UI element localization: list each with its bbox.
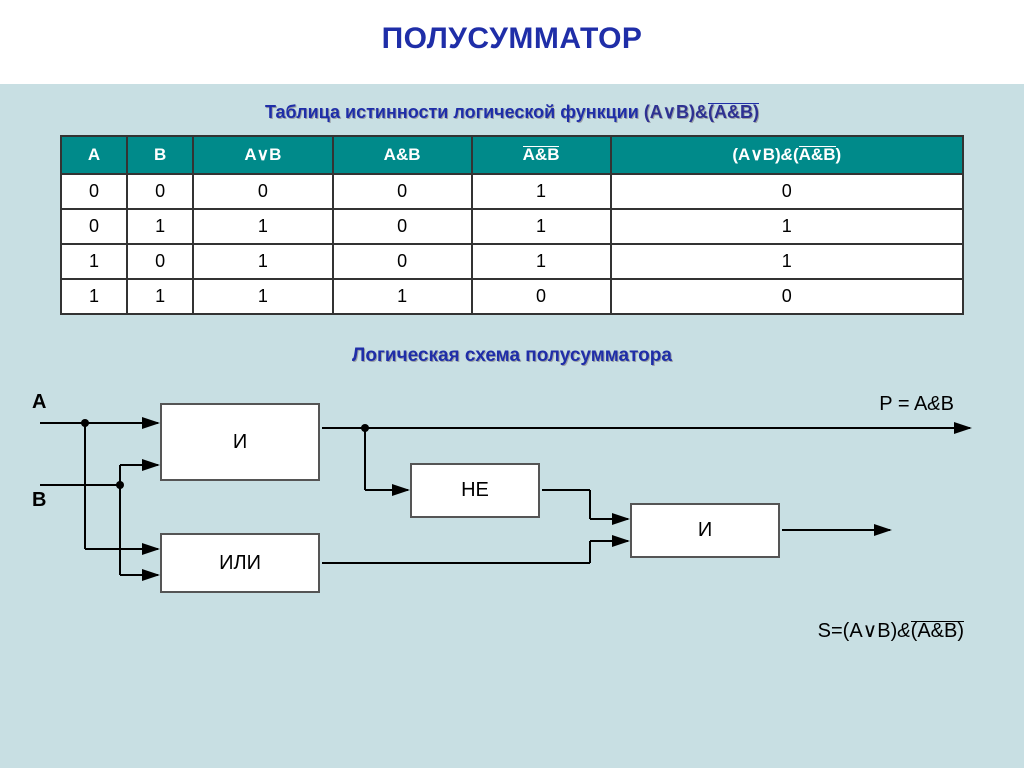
col-notAandB: A&B <box>472 136 611 174</box>
col-AandB: A&B <box>333 136 472 174</box>
page-title: ПОЛУСУММАТОР <box>0 22 1024 56</box>
table-row: 0 1 1 0 1 1 <box>61 209 963 244</box>
truth-table: A B A∨B A&B A&B (A∨B)&(A&B) 0 0 0 0 1 0 … <box>60 135 964 315</box>
gate-or: ИЛИ <box>160 533 320 593</box>
input-A-label: A <box>32 391 46 414</box>
table-row: 1 1 1 1 0 0 <box>61 279 963 314</box>
caption-expr-1: (A∨B)& <box>644 102 708 122</box>
gate-not: НЕ <box>410 463 540 518</box>
col-AorB: A∨B <box>193 136 332 174</box>
input-B-label: B <box>32 489 46 512</box>
gate-and-1: И <box>160 403 320 481</box>
output-S: S=(A∨B)&(A&B) <box>818 618 964 643</box>
gate-and-2: И <box>630 503 780 558</box>
col-B: B <box>127 136 193 174</box>
table-body: 0 0 0 0 1 0 0 1 1 0 1 1 1 0 1 0 1 1 1 1 … <box>61 174 963 314</box>
output-P: P = A&B <box>879 393 954 416</box>
caption-text: Таблица истинности логической функции <box>265 102 644 122</box>
caption-expr-over: (A&B) <box>708 103 759 120</box>
col-A: A <box>61 136 127 174</box>
col-result: (A∨B)&(A&B) <box>611 136 963 174</box>
diagram-caption: Логическая схема полусумматора <box>0 315 1024 373</box>
table-row: 0 0 0 0 1 0 <box>61 174 963 209</box>
table-header-row: A B A∨B A&B A&B (A∨B)&(A&B) <box>61 136 963 174</box>
table-caption: Таблица истинности логической функции (A… <box>0 84 1024 135</box>
logic-diagram: A B И ИЛИ НЕ И P = A&B S=(A∨B)&(A&B) <box>30 373 994 673</box>
table-row: 1 0 1 0 1 1 <box>61 244 963 279</box>
